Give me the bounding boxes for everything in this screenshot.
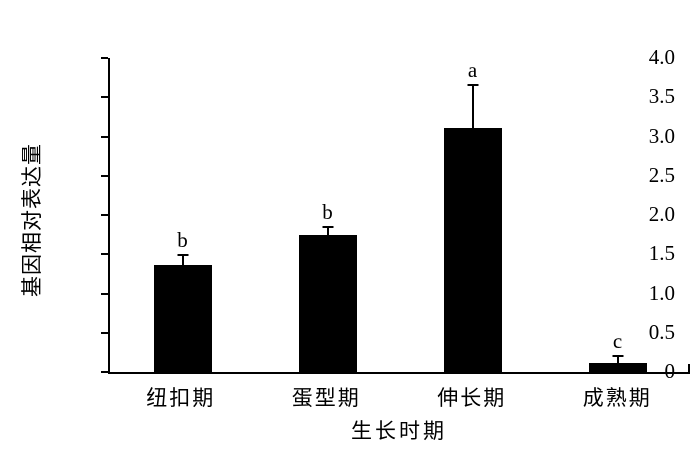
error-bar-cap (322, 226, 333, 229)
y-tick-mark (101, 214, 108, 216)
y-tick-label: 0.5 (648, 319, 675, 344)
y-tick-mark (101, 174, 108, 177)
y-tick-mark (101, 96, 108, 99)
error-bar-line (616, 357, 619, 363)
error-bar-cap (177, 253, 188, 256)
bar-蛋型期 (298, 234, 357, 372)
error-bar-cap (467, 84, 478, 87)
x-axis-end-tick (688, 364, 690, 372)
y-tick-mark (101, 371, 108, 373)
y-tick-label: 2.0 (648, 202, 675, 226)
bar-伸长期 (443, 127, 502, 372)
y-tick-label: 3.5 (648, 84, 675, 109)
y-tick-mark (101, 331, 108, 334)
y-tick-label: 2.5 (648, 162, 675, 187)
x-category-label: 蛋型期 (291, 386, 361, 410)
bar-slot-4: c (545, 58, 690, 372)
y-axis-title: 基因相对表达量 (20, 143, 44, 297)
x-category-labels: 纽扣期 蛋型期 伸长期 成熟期 (108, 382, 690, 412)
bar-slot-2: b (255, 58, 400, 372)
error-bar-line (181, 255, 184, 266)
error-bar-line (326, 228, 329, 235)
y-tick-label: 1.0 (648, 280, 675, 305)
bar-纽扣期 (153, 265, 212, 372)
y-tick-label: 4.0 (648, 45, 675, 69)
y-tick-label: 3.0 (648, 123, 675, 148)
y-tick-mark (101, 292, 108, 295)
significance-letter: b (177, 227, 188, 252)
bar-成熟期 (588, 362, 647, 372)
x-category-label: 成熟期 (582, 386, 652, 410)
bar-slot-1: b (110, 58, 255, 372)
significance-letter: b (322, 200, 333, 225)
x-axis-title: 生长时期 (351, 419, 447, 443)
error-bar-line (471, 86, 474, 128)
y-tick-label: 0 (664, 359, 676, 383)
y-tick-label: 1.5 (648, 241, 675, 266)
significance-letter: a (467, 58, 478, 83)
x-category-label: 纽扣期 (146, 386, 216, 410)
bar-series: b b a c (110, 58, 690, 372)
significance-letter: c (612, 329, 623, 354)
error-bar-cap (612, 355, 623, 358)
y-tick-mark (101, 253, 108, 256)
bar-slot-3: a (400, 58, 545, 372)
plot-area: 0 0.5 1.0 1.5 2.0 2.5 3.0 3.5 4.0 b b a c (101, 47, 690, 382)
x-category-label: 伸长期 (437, 386, 507, 410)
y-tick-mark (101, 57, 108, 59)
y-tick-mark (101, 135, 108, 138)
